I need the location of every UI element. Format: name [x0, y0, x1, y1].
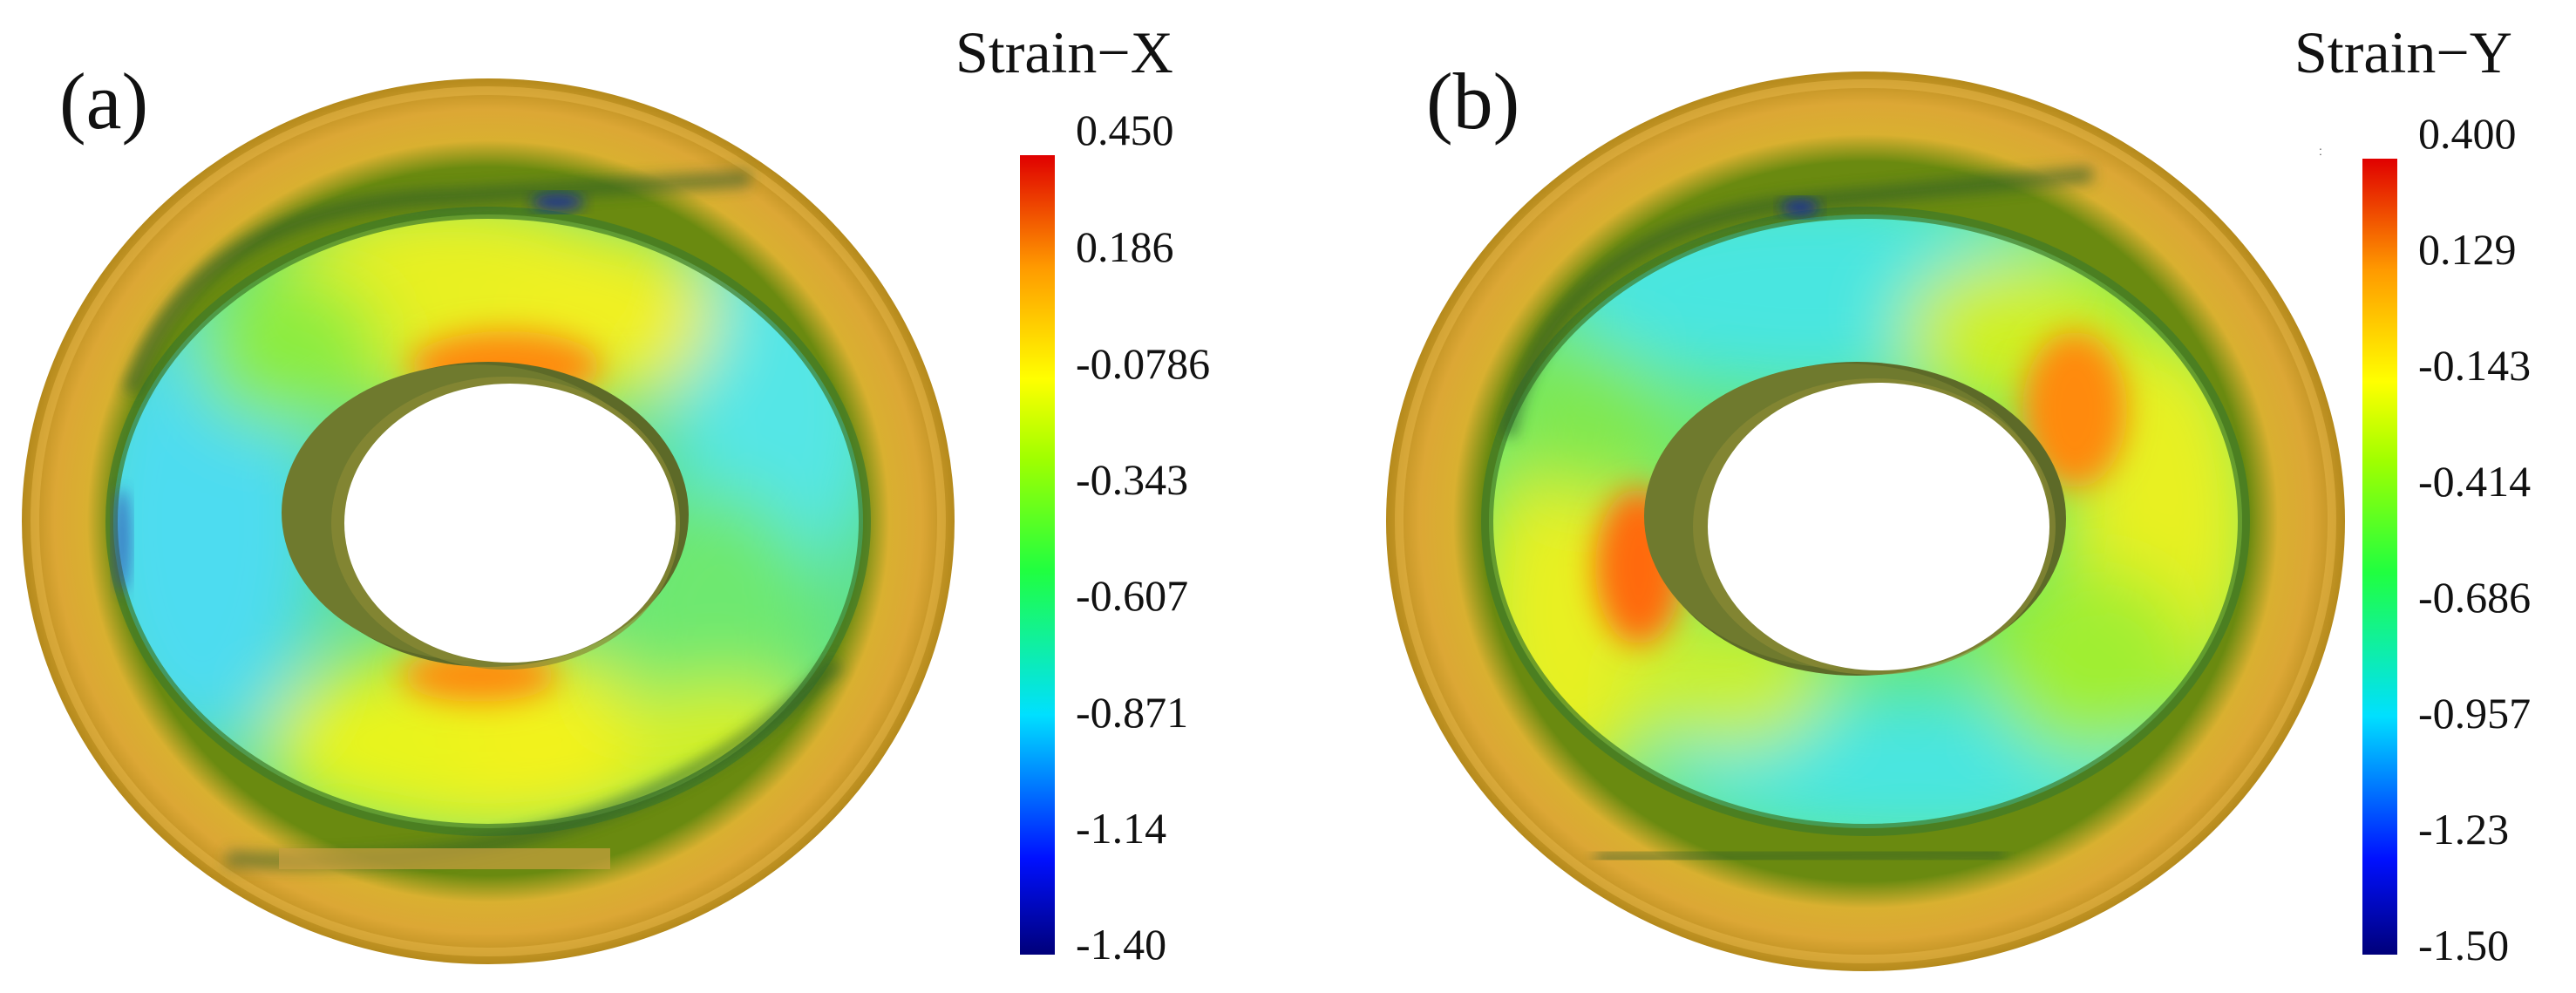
colorbar-b-tick: -0.957: [2418, 689, 2532, 738]
colorbar-a-tick: -0.607: [1076, 571, 1189, 620]
ring-a-hole: [344, 384, 676, 663]
colorbar-b-tick: -1.50: [2418, 921, 2510, 969]
colorbar-a-tick: -0.0786: [1076, 339, 1211, 388]
colorbar-a-tick: 0.450: [1076, 105, 1174, 154]
colorbar-b-tick: 0.400: [2418, 109, 2517, 158]
colorbar-a-tick: -0.871: [1076, 688, 1189, 737]
ring-a: [22, 78, 955, 964]
ring-b-strain-field: [1489, 214, 2242, 828]
panel-label-a: (a): [59, 57, 149, 146]
colorbar-b-title: Strain−Y: [2294, 19, 2512, 85]
colorbar-a-tick: -1.40: [1076, 920, 1167, 969]
colorbar-a-tick: -1.14: [1076, 804, 1167, 853]
colorbar-a-tick: 0.186: [1076, 222, 1174, 271]
ring-b: [1386, 71, 2345, 971]
ring-b-hole: [1708, 383, 2049, 670]
panel-label-b: (b): [1426, 57, 1520, 146]
colorbar-b-bar: [2362, 159, 2397, 955]
colorbar-b-tick: -0.143: [2418, 341, 2532, 390]
colorbar-b-marker: :: [2319, 144, 2322, 158]
colorbar-b-tick: -1.23: [2418, 805, 2510, 854]
colorbar-a-title: Strain−X: [955, 19, 1173, 85]
colorbar-a-tick: -0.343: [1076, 455, 1189, 504]
colorbar-a-bar: [1020, 155, 1055, 955]
colorbar-b-tick: -0.414: [2418, 457, 2532, 506]
colorbar-b-tick: -0.686: [2418, 573, 2532, 622]
colorbar-b-tick: 0.129: [2418, 225, 2517, 274]
